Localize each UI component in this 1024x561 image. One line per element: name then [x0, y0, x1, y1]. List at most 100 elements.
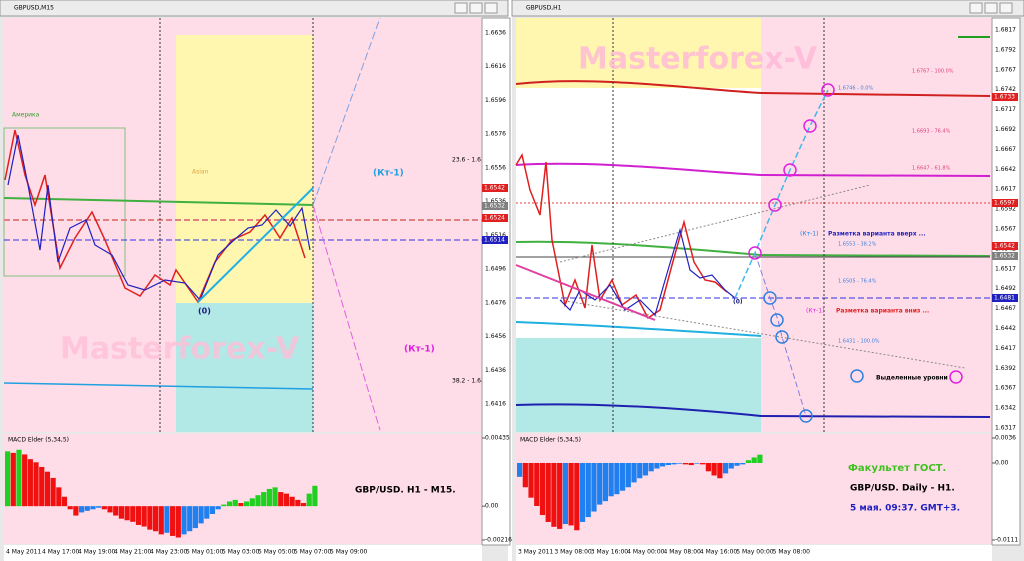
price-label: 1.6342	[995, 405, 1016, 412]
price-label: 1.6392	[995, 365, 1016, 372]
macd-bar	[717, 462, 723, 479]
macd-bar	[711, 462, 717, 476]
macd-bar	[27, 459, 33, 507]
ma-line	[515, 162, 991, 177]
macd-bar	[39, 466, 45, 507]
channel-line	[559, 299, 966, 369]
time-label: 3 May 2011	[518, 549, 553, 556]
macd-bar	[608, 462, 614, 497]
macd-bar	[249, 498, 255, 507]
macd-bar	[56, 487, 62, 507]
price-label: 1.6717	[995, 106, 1016, 113]
price-label: 1.6417	[995, 345, 1016, 352]
price-label: 1.6516	[485, 232, 506, 239]
price-label: 1.6567	[995, 226, 1016, 233]
time-label: 5 May 08:00	[773, 549, 811, 556]
ma-line	[515, 403, 991, 418]
macd-bar	[642, 462, 649, 476]
channel-line	[559, 184, 871, 263]
time-label: 5 May 07:00	[294, 549, 332, 556]
fib-label: 1.6505 - 76.4%	[838, 279, 877, 285]
macd-bar	[648, 462, 654, 472]
time-label: 4 May 00:00	[627, 549, 665, 556]
macd-bar	[181, 506, 187, 535]
macd-bar	[135, 506, 142, 525]
macd-bar	[740, 462, 746, 465]
annotation: Разметка варианта вниз ...	[836, 308, 929, 315]
fib-label: 23.6 - 1.6555	[452, 157, 493, 164]
wave-line	[197, 187, 314, 303]
macd-bar	[118, 506, 125, 519]
macd-bar	[757, 454, 763, 463]
price-label: 1.6467	[995, 305, 1016, 312]
time-label: 5 May 03:00	[222, 549, 260, 556]
projection-line	[312, 17, 381, 206]
macd-bar	[266, 488, 272, 507]
macd-bar	[61, 496, 68, 507]
macd-bar	[147, 506, 153, 530]
macd-bar	[631, 462, 637, 483]
time-label: 5 May 00:00	[736, 549, 774, 556]
annotation: (0)	[198, 307, 211, 316]
macd-bar	[614, 462, 620, 495]
macd-tick-label: 0.00	[995, 459, 1009, 466]
price-mark-box	[992, 93, 1018, 101]
macd-bar	[597, 462, 603, 505]
marker-circles	[748, 83, 963, 423]
price-line	[7, 134, 311, 302]
low-zone	[176, 303, 313, 432]
macd-bar	[574, 462, 580, 531]
minimize-button[interactable]	[454, 2, 468, 14]
macd-bar	[700, 462, 706, 465]
macd-bar	[96, 506, 102, 508]
macd-bar	[272, 487, 278, 507]
price-line	[515, 153, 728, 320]
macd-tick-label: 0.00435	[485, 435, 510, 442]
close-button[interactable]	[999, 2, 1013, 14]
macd-bar	[164, 506, 170, 533]
price-label: 1.6317	[995, 425, 1016, 432]
annotation: Америка	[12, 112, 40, 119]
time-label: 4 May 17:00	[42, 549, 80, 556]
white-zone	[516, 88, 761, 338]
maximize-button[interactable]	[984, 2, 998, 14]
macd-bar	[522, 462, 528, 488]
ma-line	[3, 382, 314, 390]
macd-bar	[619, 462, 626, 491]
fib-label: 1.6553 - 38.2%	[838, 242, 877, 248]
macd-bar	[734, 462, 740, 466]
macd-bar	[278, 492, 284, 507]
time-label: 3 May 16:00	[591, 549, 629, 556]
price-label: 1.6616	[485, 63, 506, 70]
macd-bar	[688, 462, 694, 466]
macd-bar	[152, 506, 159, 532]
macd-bar	[187, 506, 193, 532]
close-button[interactable]	[484, 2, 498, 14]
macd-tick-label: 0.00	[485, 503, 499, 510]
time-label: 3 May 08:00	[554, 549, 592, 556]
price-axis	[481, 17, 511, 546]
macd-tick-label: -0.0111	[995, 537, 1018, 544]
minimize-button[interactable]	[969, 2, 983, 14]
low-zone	[516, 338, 761, 432]
title-bar	[0, 0, 509, 17]
price-label: 1.6416	[485, 401, 506, 408]
projection-line	[754, 252, 807, 417]
america-box	[3, 127, 126, 277]
macd-bar	[534, 462, 540, 506]
macd-bar	[50, 477, 56, 507]
maximize-button[interactable]	[469, 2, 483, 14]
title-bar	[511, 0, 1024, 17]
macd-bar	[84, 506, 90, 511]
price-label: 1.6536	[485, 198, 506, 205]
caption: GBP/USD. H1 - M15.	[355, 486, 456, 496]
price-mark-box	[992, 252, 1018, 260]
macd-bar	[170, 506, 176, 536]
price-label: 1.6617	[995, 186, 1016, 193]
price-mark-box	[992, 294, 1018, 302]
price-label: 1.6692	[995, 126, 1016, 133]
wave-line	[515, 264, 656, 321]
annotation: (Кт-1)	[800, 231, 818, 238]
macd-bar	[625, 462, 631, 488]
